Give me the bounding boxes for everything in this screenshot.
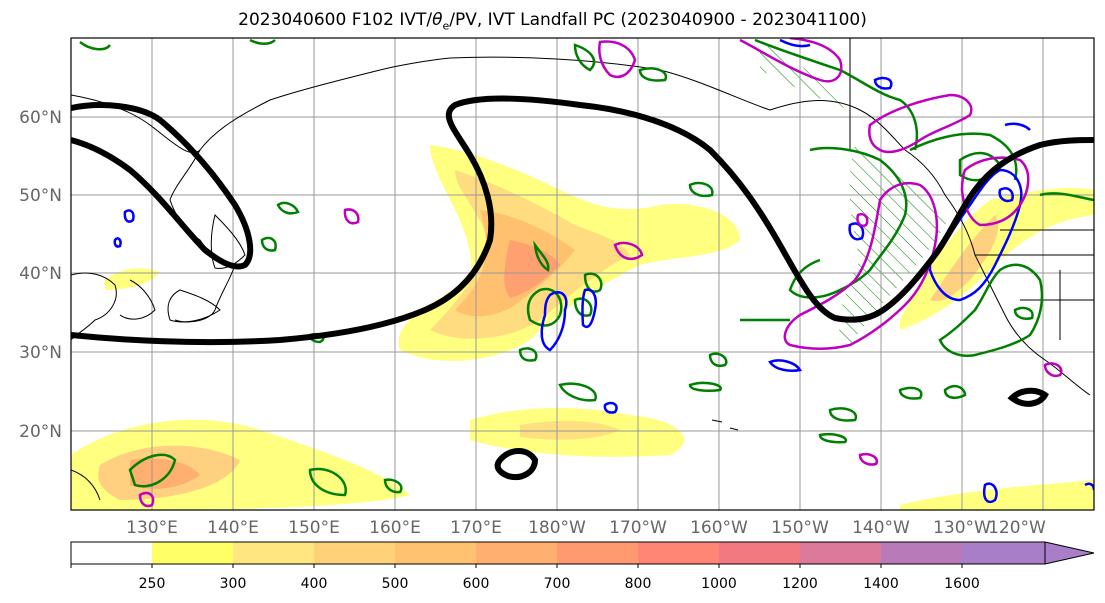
lon-label-140e: 140°E [207,518,259,538]
lat-label-40: 40°N [19,264,62,284]
colorbar-swatch-below [71,542,152,564]
coastlines [71,38,1094,501]
lon-label-150e: 150°E [288,518,340,538]
colorbar-tick-label: 250 [139,576,166,592]
colorbar-tick-label: 400 [301,576,328,592]
colorbar-tick-label: 300 [220,576,247,592]
colorbar-swatch [962,542,1045,564]
lon-label-180w: 180°W [528,518,586,538]
colorbar-tick-label: 600 [463,576,490,592]
colorbar-swatch [395,542,476,564]
map-frame [70,37,1095,511]
lon-labels: 130°E 140°E 150°E 160°E 170°E 180°W 170°… [126,518,1046,538]
colorbar-tick-label: 1600 [944,576,980,592]
colorbar-tick-label: 500 [382,576,409,592]
colorbar: 250 300 400 500 600 700 800 1000 1200 1400 1600 [70,541,1095,592]
lon-label-160w: 160°W [690,518,748,538]
lat-labels: 60°N 50°N 40°N 30°N 20°N [19,108,62,442]
height-contours [71,95,1094,480]
lat-label-20: 20°N [19,422,62,442]
colorbar-tick-label: 800 [625,576,652,592]
colorbar-swatch [638,542,719,564]
lon-label-140w: 140°W [852,518,910,538]
colorbar-swatch [152,542,233,564]
lon-label-130w: 130°W [933,518,991,538]
lat-label-50: 50°N [19,186,62,206]
colorbar-tick-label: 700 [544,576,571,592]
ivt-shading [71,145,1094,510]
colorbar-swatch [881,542,962,564]
colorbar-swatch [557,542,638,564]
map-title: 2023040600 F102 IVT/θe/PV, IVT Landfall … [238,10,867,33]
colorbar-tick-label: 1200 [782,576,818,592]
colorbar-swatch [233,542,314,564]
colorbar-extend-arrow [1045,542,1094,564]
lon-label-170w: 170°W [609,518,667,538]
colorbar-tick-label: 1400 [863,576,899,592]
lon-label-150w: 150°W [771,518,829,538]
colorbar-tick-label: 1000 [701,576,737,592]
colorbar-swatch [719,542,800,564]
lat-label-60: 60°N [19,108,62,128]
lon-label-170e: 170°E [450,518,502,538]
colorbar-swatch [476,542,557,564]
lon-label-160e: 160°E [369,518,421,538]
map-area [71,38,1094,510]
colorbar-swatch [314,542,395,564]
theta-e-contours [79,38,1094,497]
lon-label-130e: 130°E [126,518,178,538]
lon-label-120w: 120°W [988,518,1046,538]
landfall-pc-contours [138,38,1063,508]
colorbar-swatch [800,542,881,564]
colorbar-frame [70,541,1046,565]
lat-label-30: 30°N [19,343,62,363]
